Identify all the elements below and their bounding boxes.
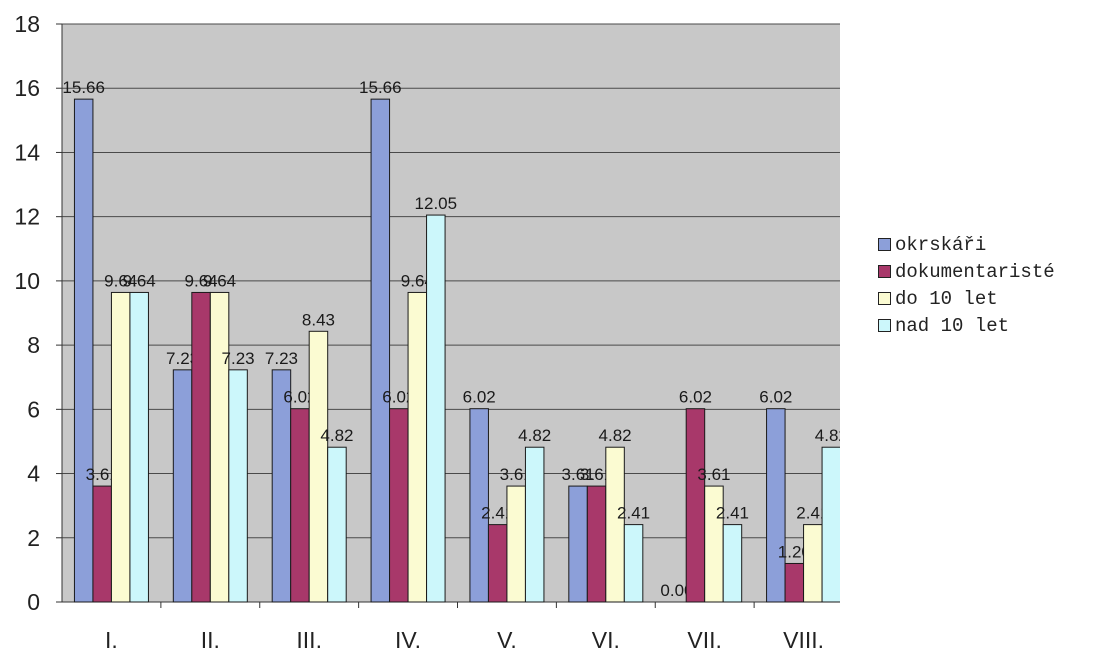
y-tick-label: 10 bbox=[14, 268, 40, 294]
bar bbox=[389, 408, 409, 603]
data-label: 4.82 bbox=[320, 426, 353, 445]
legend-item-nad-10-let: nad 10 let bbox=[878, 312, 1055, 339]
bar bbox=[623, 524, 644, 603]
data-label: 9.64 bbox=[104, 271, 137, 290]
y-tick-label: 4 bbox=[27, 461, 40, 487]
chart-svg: 02468101214161815.663.619.649.64I.7.239.… bbox=[14, 11, 840, 653]
legend: okrskáři dokumentaristé do 10 let nad 10… bbox=[878, 231, 1055, 339]
bar bbox=[110, 291, 131, 603]
data-label: 0.00 bbox=[660, 581, 693, 600]
legend-label-dokumentariste: dokumentaristé bbox=[895, 260, 1055, 283]
x-tick-label: I. bbox=[105, 627, 118, 653]
bar bbox=[172, 369, 193, 603]
bar bbox=[426, 214, 446, 603]
data-label: 4.82 bbox=[518, 426, 551, 445]
bar bbox=[586, 485, 607, 603]
bar bbox=[129, 291, 149, 603]
legend-label-nad-10-let: nad 10 let bbox=[895, 314, 1010, 337]
data-label: 9.64 bbox=[203, 271, 236, 290]
bar bbox=[766, 408, 786, 603]
bar bbox=[524, 446, 545, 603]
legend-swatch-okrskari bbox=[878, 238, 891, 251]
legend-swatch-do-10-let bbox=[878, 292, 891, 305]
data-label: 3.61 bbox=[86, 465, 119, 484]
bar bbox=[290, 408, 310, 603]
legend-item-okrskari: okrskáři bbox=[878, 231, 1055, 258]
data-label: 3.61 bbox=[562, 465, 595, 484]
data-label: 2.41 bbox=[481, 504, 514, 523]
bar bbox=[327, 446, 347, 603]
bar bbox=[506, 485, 526, 603]
data-label: 6.02 bbox=[382, 388, 415, 407]
y-tick-label: 8 bbox=[27, 332, 40, 358]
data-label: 15.66 bbox=[62, 78, 105, 97]
data-label: 2.41 bbox=[617, 504, 650, 523]
data-label: 8.43 bbox=[302, 310, 335, 329]
data-label: 6.02 bbox=[759, 388, 792, 407]
data-label: 7.23 bbox=[222, 349, 255, 368]
x-tick-label: VII. bbox=[687, 627, 722, 653]
data-label: 4.82 bbox=[815, 426, 840, 445]
data-label: 2.41 bbox=[716, 504, 749, 523]
legend-item-dokumentariste: dokumentaristé bbox=[878, 258, 1055, 285]
bar bbox=[469, 408, 489, 603]
data-label: 9.64 bbox=[185, 271, 218, 290]
data-label: 6.02 bbox=[463, 388, 496, 407]
data-label: 3.61 bbox=[580, 465, 613, 484]
bar bbox=[308, 330, 329, 603]
legend-item-do-10-let: do 10 let bbox=[878, 285, 1055, 312]
legend-label-okrskari: okrskáři bbox=[895, 233, 987, 256]
y-tick-label: 12 bbox=[14, 204, 40, 230]
y-tick-label: 16 bbox=[14, 75, 40, 101]
x-tick-label: III. bbox=[296, 627, 322, 653]
data-label: 7.23 bbox=[265, 349, 298, 368]
bar bbox=[73, 98, 94, 603]
data-label: 3.61 bbox=[697, 465, 730, 484]
y-tick-label: 18 bbox=[14, 11, 40, 37]
data-label: 6.02 bbox=[283, 388, 316, 407]
y-tick-label: 6 bbox=[27, 396, 40, 422]
y-tick-label: 2 bbox=[27, 525, 40, 551]
data-label: 15.66 bbox=[359, 78, 402, 97]
legend-swatch-nad-10-let bbox=[878, 319, 891, 332]
data-label: 1.20 bbox=[778, 542, 811, 561]
x-tick-label: IV. bbox=[395, 627, 421, 653]
data-label: 6.02 bbox=[679, 388, 712, 407]
bar bbox=[228, 369, 248, 603]
bar bbox=[487, 524, 508, 603]
x-tick-label: VIII. bbox=[783, 627, 824, 653]
bar bbox=[605, 446, 625, 603]
bar bbox=[92, 485, 112, 603]
bar bbox=[722, 524, 743, 603]
bar bbox=[191, 291, 211, 603]
legend-swatch-dokumentariste bbox=[878, 265, 891, 278]
bar bbox=[685, 408, 706, 603]
data-label: 2.41 bbox=[796, 504, 829, 523]
bar bbox=[209, 291, 230, 603]
bar bbox=[803, 524, 823, 603]
data-label: 7.23 bbox=[166, 349, 199, 368]
y-tick-label: 14 bbox=[14, 139, 40, 165]
y-tick-label: 0 bbox=[27, 589, 40, 615]
legend-label-do-10-let: do 10 let bbox=[895, 287, 998, 310]
bar bbox=[784, 562, 805, 603]
bar bbox=[407, 291, 428, 603]
data-label: 9.64 bbox=[401, 271, 434, 290]
bar bbox=[821, 446, 840, 603]
data-label: 12.05 bbox=[415, 194, 458, 213]
bar bbox=[568, 485, 588, 603]
data-label: 4.82 bbox=[599, 426, 632, 445]
x-tick-label: II. bbox=[201, 627, 220, 653]
data-label: 9.64 bbox=[123, 271, 156, 290]
x-tick-label: VI. bbox=[592, 627, 620, 653]
bar bbox=[370, 98, 391, 603]
data-label: 3.61 bbox=[500, 465, 533, 484]
x-tick-label: V. bbox=[497, 627, 517, 653]
